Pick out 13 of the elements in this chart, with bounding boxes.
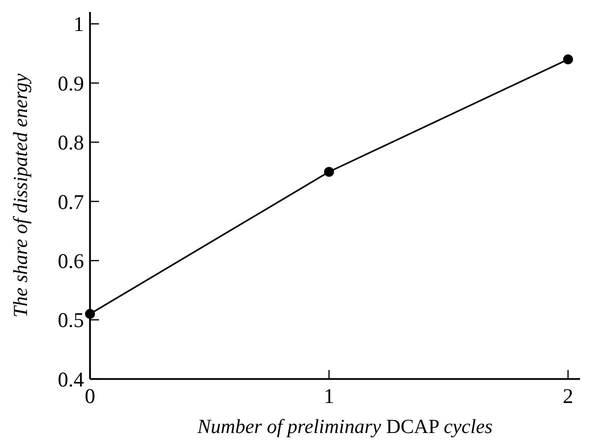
y-tick-label: 0.7	[58, 190, 84, 214]
y-tick-label: 0.4	[58, 367, 84, 392]
y-tick-label: 1	[74, 12, 84, 36]
y-tick-label: 0.9	[58, 71, 84, 96]
x-tick-label: 1	[324, 384, 334, 408]
x-tick-label: 2	[562, 384, 574, 408]
y-tick-label: 0.5	[58, 308, 84, 332]
point	[324, 166, 334, 177]
y-axis-title: The share of dissipated energy	[10, 73, 32, 318]
y-tick-label: 0.6	[58, 248, 84, 273]
point	[563, 54, 574, 64]
y-tick-label: 0.8	[58, 130, 84, 155]
x-tick-label: 0	[84, 384, 96, 408]
